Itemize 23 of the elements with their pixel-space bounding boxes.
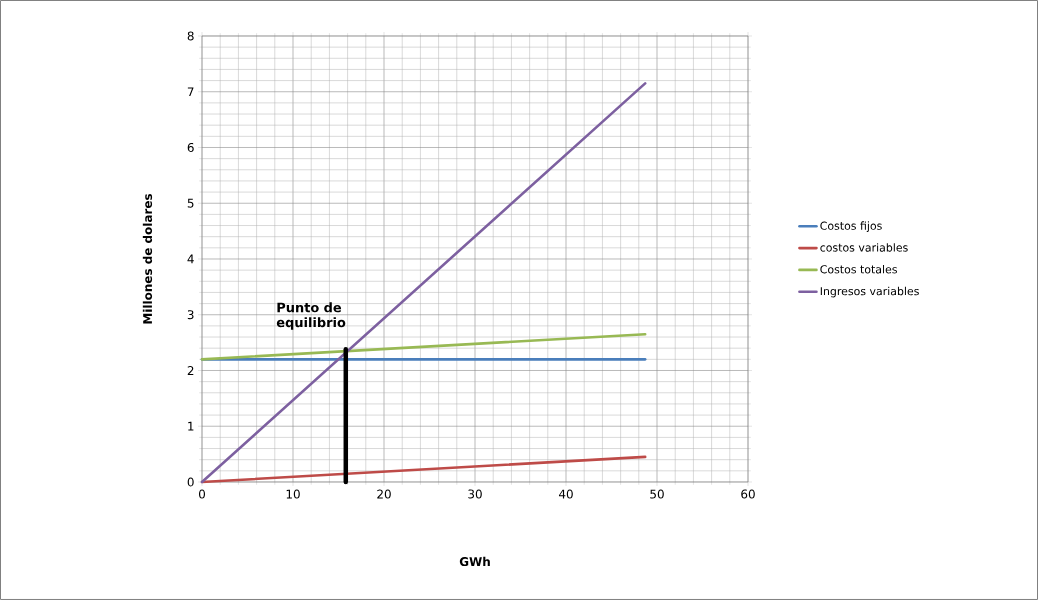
- y-tick-label: 7: [187, 87, 194, 97]
- x-tick-label: 30: [468, 489, 482, 499]
- x-tick-label: 60: [741, 489, 755, 499]
- legend-label: Costos fijos: [820, 221, 882, 232]
- y-tick-label: 0: [187, 477, 194, 487]
- legend-label: Costos totales: [820, 264, 897, 274]
- x-tick-label: 40: [558, 489, 573, 499]
- y-tick-label: 6: [187, 142, 194, 153]
- y-tick-label: 2: [187, 366, 194, 375]
- x-tick-label: 20: [377, 489, 391, 499]
- x-tick-label: 50: [650, 489, 664, 499]
- y-axis-title: Millones de dolares: [142, 193, 153, 324]
- y-tick-label: 8: [187, 31, 194, 41]
- x-axis-title: GWh: [459, 556, 490, 567]
- x-tick-label: 10: [286, 489, 300, 499]
- annotation: Punto de equilibrio: [276, 302, 346, 330]
- y-tick-label: 5: [187, 198, 194, 208]
- y-tick-label: 4: [187, 254, 194, 264]
- legend-label: costos variables: [820, 243, 908, 252]
- legend-label: Ingresos variables: [820, 286, 919, 298]
- y-tick-label: 3: [187, 310, 194, 320]
- y-tick-label: 1: [188, 421, 194, 431]
- x-tick-label: 0: [198, 489, 206, 499]
